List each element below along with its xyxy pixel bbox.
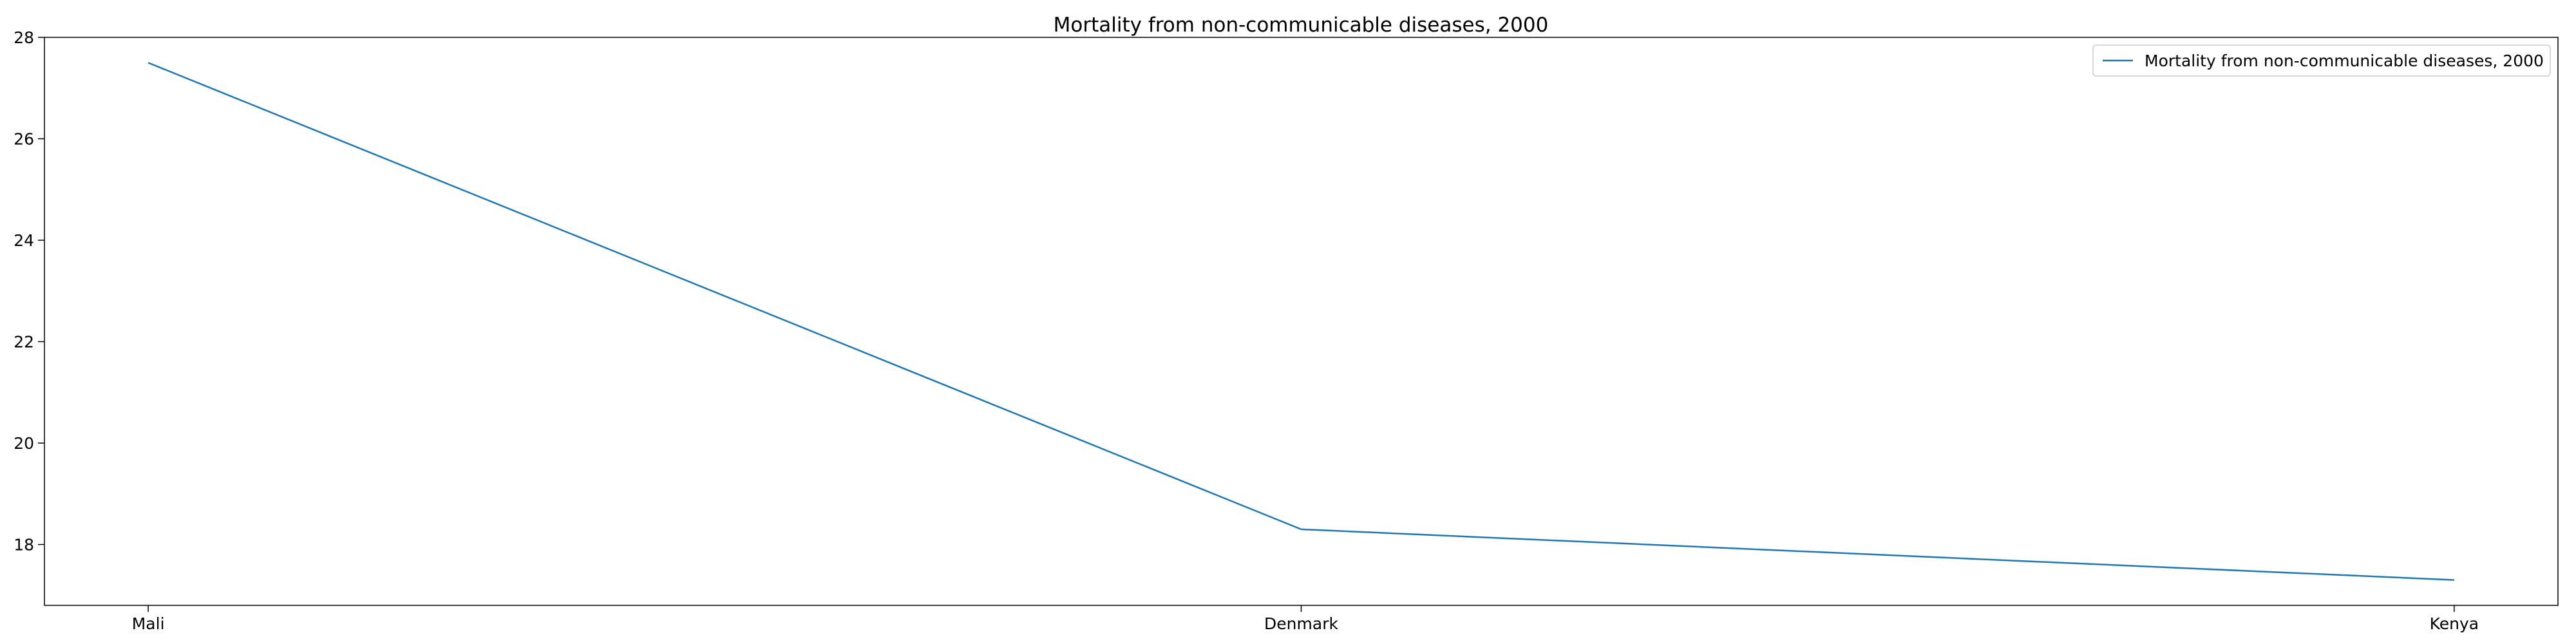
y-tick-label: 24 <box>14 231 34 250</box>
y-tick-label: 28 <box>14 28 34 47</box>
plot-area-frame <box>44 37 2559 606</box>
y-tick-label: 26 <box>14 130 34 149</box>
legend-label: Mortality from non-communicable diseases… <box>2145 52 2544 70</box>
x-tick-label: Kenya <box>2430 614 2479 633</box>
series-line <box>147 62 2454 581</box>
chart-title: Mortality from non-communicable diseases… <box>1054 14 1549 37</box>
y-tick-label: 20 <box>14 434 34 453</box>
x-axis: Mali Denmark Kenya <box>132 605 2479 633</box>
y-tick-label: 18 <box>14 536 34 554</box>
y-tick-label: 22 <box>14 333 34 352</box>
legend-box <box>2092 44 2551 77</box>
legend: Mortality from non-communicable diseases… <box>2092 44 2551 77</box>
y-axis: 18 20 22 24 26 28 <box>14 28 44 554</box>
x-tick-label: Mali <box>132 614 165 633</box>
series-layer <box>147 62 2454 581</box>
x-tick-label: Denmark <box>1264 614 1338 633</box>
